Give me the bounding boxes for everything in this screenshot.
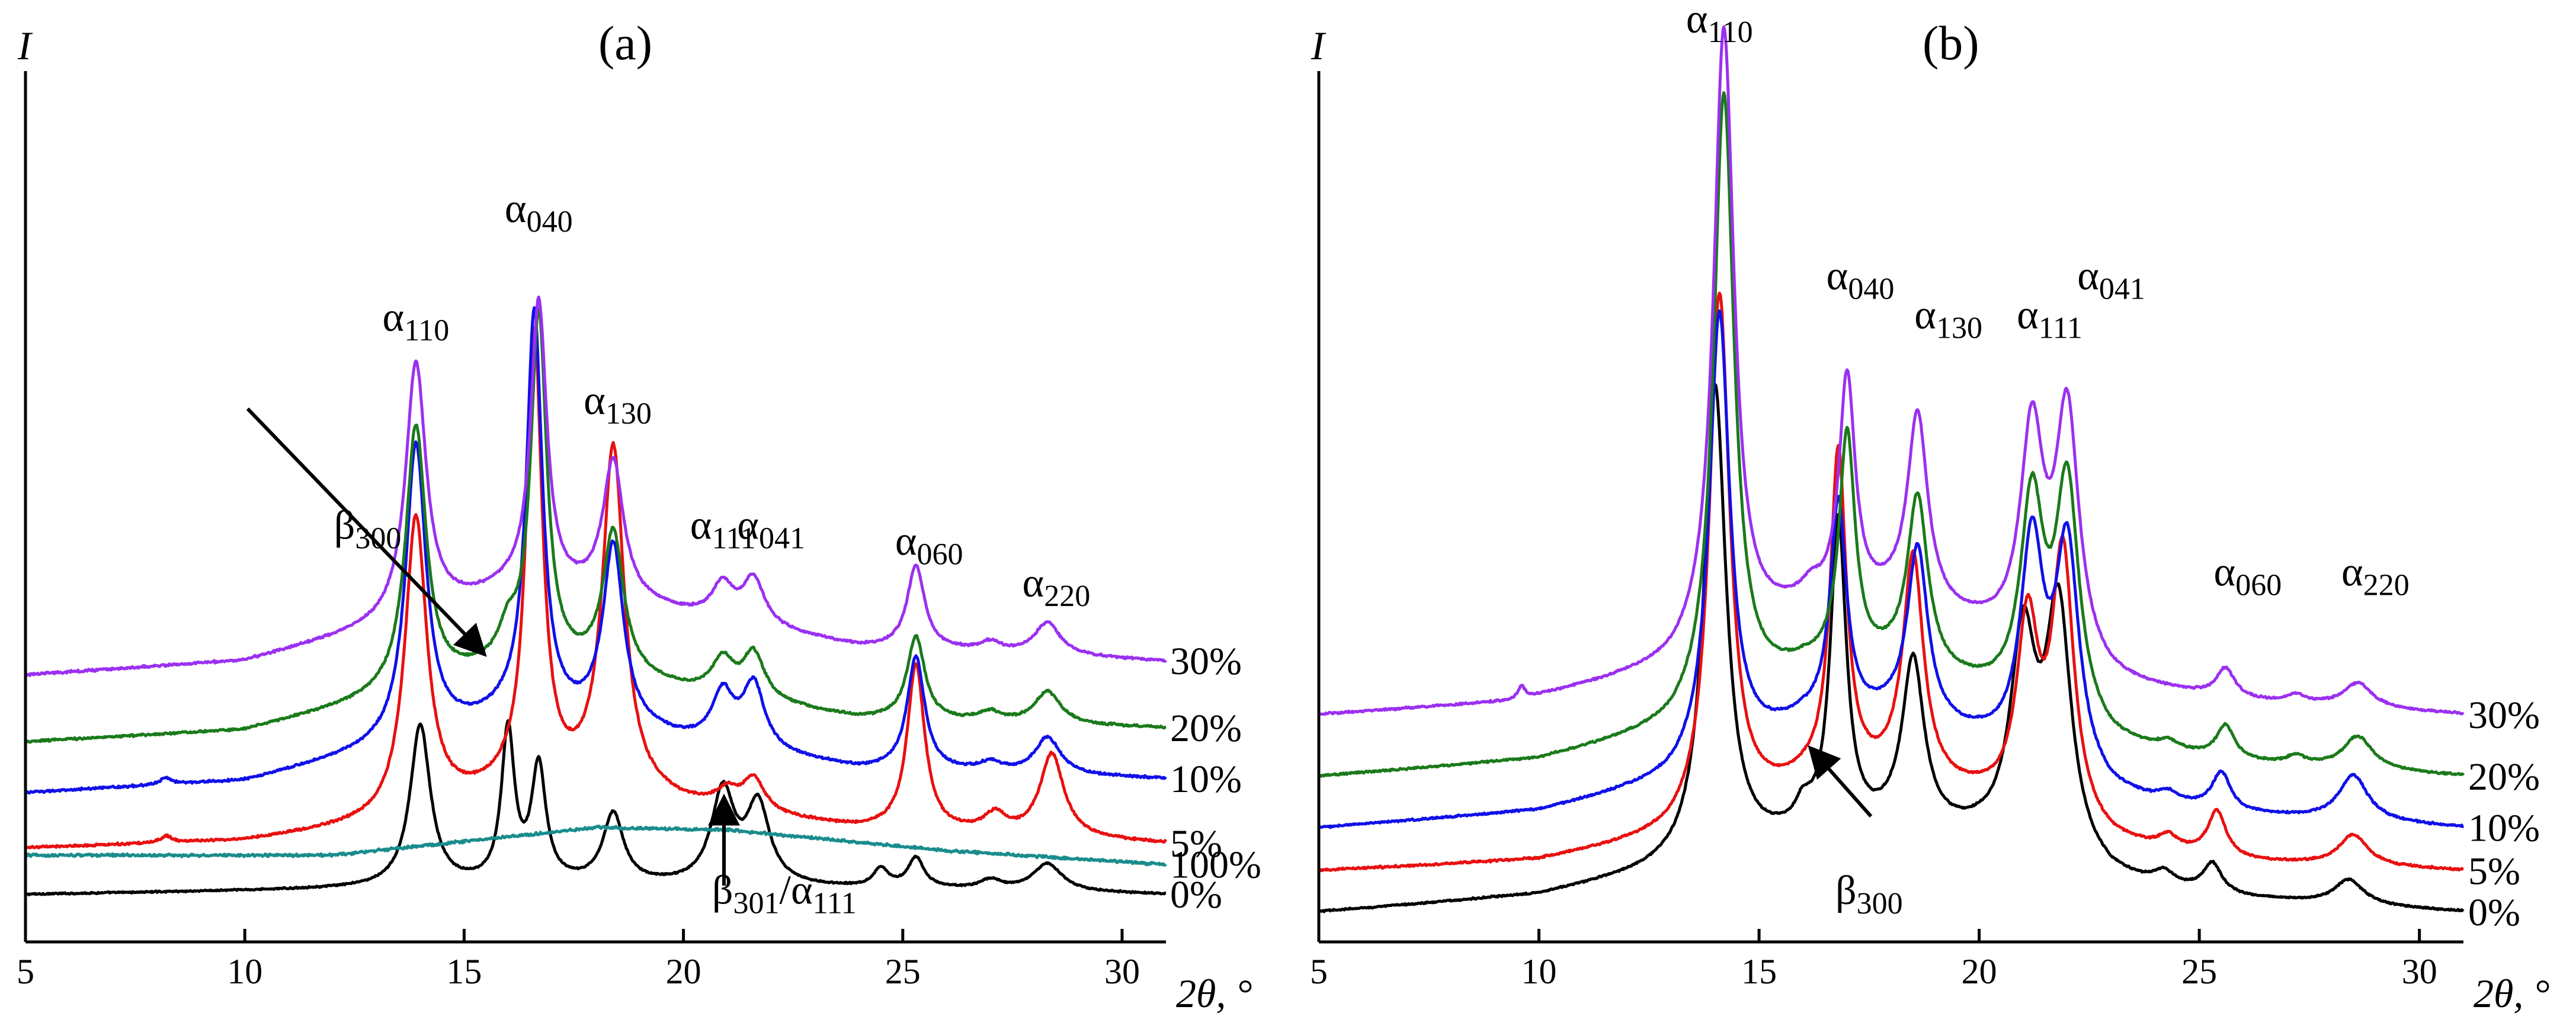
panel-b-arrows xyxy=(1808,745,1873,818)
series-label-a-0pct: 0% xyxy=(1170,873,1222,916)
x-tick-label: 10 xyxy=(1521,952,1557,991)
peak-label-α041: α041 xyxy=(737,502,805,555)
series-label-a-30pct: 30% xyxy=(1170,640,1242,683)
beta300-arrow-a xyxy=(246,407,487,657)
peak-label-α130: α130 xyxy=(1914,293,1982,345)
panel-b-ylabel: I xyxy=(1311,23,1327,68)
panel-b-xlabel: 2θ, ° xyxy=(2474,971,2550,1016)
x-tick-label: 10 xyxy=(227,952,262,991)
series-line-a-30pct xyxy=(24,295,1167,678)
panel-a-curves xyxy=(24,295,1168,896)
x-tick-label: 30 xyxy=(1104,952,1140,991)
x-tick-label: 15 xyxy=(1741,952,1777,991)
series-label-b-0pct: 0% xyxy=(2468,891,2520,934)
series-line-b-10pct xyxy=(1318,309,2465,829)
series-line-b-30pct xyxy=(1318,25,2465,716)
series-label-a-100pct: 100% xyxy=(1170,843,1261,886)
panel-a-ticks: 5 10 15 20 25 30 xyxy=(17,929,1140,991)
peak-label-β300: β300 xyxy=(1835,868,1903,921)
peak-label-α110: α110 xyxy=(383,294,450,347)
series-label-b-20pct: 20% xyxy=(2468,755,2540,799)
chart-panel-b: 5 10 15 20 25 30 I (b) 2θ, ° 0%5%10% 20% 30% α1… xyxy=(1310,0,2550,1016)
panel-b-series-labels: 0%5%10% 20% 30% xyxy=(2468,694,2540,934)
chart-panel-a: 5 10 15 20 25 30 I (a) 2θ, ° 0%100%5% 10% 20% 30… xyxy=(17,16,1261,1016)
peak-label-β301: β301/α111 xyxy=(712,868,857,921)
series-line-b-20pct xyxy=(1318,91,2465,778)
peak-label-α111: α111 xyxy=(690,502,756,555)
series-line-b-0pct xyxy=(1318,383,2465,913)
beta300-arrow-b xyxy=(1808,745,1873,818)
panel-b-ticks: 5 10 15 20 25 30 xyxy=(1310,929,2437,991)
series-label-a-10pct: 10% xyxy=(1170,758,1242,801)
panel-b-curves xyxy=(1318,25,2465,913)
x-tick-label: 20 xyxy=(1962,952,1997,991)
series-label-b-10pct: 10% xyxy=(2468,807,2540,850)
series-label-b-5pct: 5% xyxy=(2468,850,2520,893)
peak-label-α040: α040 xyxy=(1827,254,1895,306)
x-tick-label: 30 xyxy=(2402,952,2437,991)
x-tick-label: 25 xyxy=(2181,952,2217,991)
series-line-a-10pct xyxy=(24,306,1167,795)
series-line-a-20pct xyxy=(24,307,1167,744)
x-tick-label: 5 xyxy=(1310,952,1328,991)
peak-label-α111: α111 xyxy=(2017,293,2082,345)
panel-a-ylabel: I xyxy=(17,23,33,68)
series-line-b-5pct xyxy=(1318,291,2464,873)
panel-b-title: (b) xyxy=(1923,16,1979,70)
panel-a-series-labels: 0%100%5% 10% 20% 30% xyxy=(1170,640,1261,916)
series-line-a-0pct xyxy=(25,719,1167,896)
series-label-b-30pct: 30% xyxy=(2468,694,2540,737)
peak-label-α041: α041 xyxy=(2077,254,2145,306)
peak-label-α040: α040 xyxy=(505,186,573,239)
x-tick-label: 15 xyxy=(446,952,482,991)
peak-label-α130: α130 xyxy=(584,378,652,431)
x-tick-label: 5 xyxy=(17,952,34,991)
peak-label-α110: α110 xyxy=(1686,0,1753,49)
x-tick-label: 25 xyxy=(885,952,921,991)
x-tick-label: 20 xyxy=(666,952,701,991)
peak-label-α060: α060 xyxy=(2214,549,2282,602)
panel-a-arrows xyxy=(246,407,740,886)
peak-label-α220: α220 xyxy=(2341,549,2410,602)
series-label-a-20pct: 20% xyxy=(1170,707,1242,750)
series-label-a-5pct: 5% xyxy=(1170,822,1222,865)
panel-a-title: (a) xyxy=(598,16,652,70)
peak-label-β300: β300 xyxy=(334,502,402,555)
series-line-a-100pct xyxy=(25,825,1167,867)
panel-a-xlabel: 2θ, ° xyxy=(1176,971,1252,1016)
peak-label-α220: α220 xyxy=(1023,560,1091,613)
peak-label-α060: α060 xyxy=(895,519,963,572)
